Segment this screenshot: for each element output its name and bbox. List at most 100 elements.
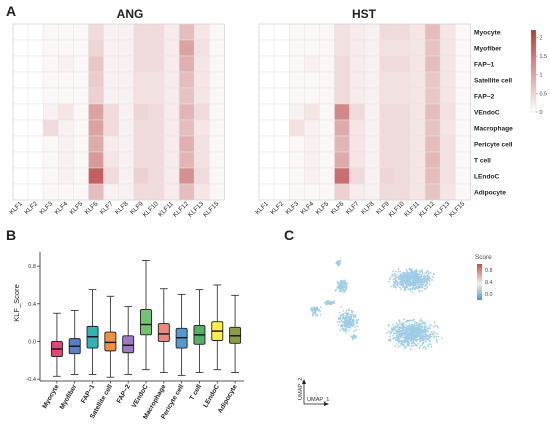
umap-point xyxy=(430,331,433,334)
heatmap-col-label: KLF13 xyxy=(433,200,452,219)
umap-point xyxy=(387,339,390,342)
heatmap-cell-vendoc-klf13 xyxy=(193,103,210,121)
umap-point xyxy=(393,272,396,275)
heatmap-cell-adipocyte-klf6 xyxy=(334,183,350,201)
umap-point xyxy=(429,272,432,274)
umap-point xyxy=(399,270,402,273)
heatmap-cell-fap-2-klf6 xyxy=(334,87,350,105)
heatmap-col-label: KLF10 xyxy=(142,200,161,219)
umap-point xyxy=(392,270,395,272)
heatmap-cell-macrophage-klf3 xyxy=(42,119,59,137)
heatmap-cell-lendoc-klf9 xyxy=(133,167,150,185)
umap-point xyxy=(432,336,435,339)
umap-point xyxy=(413,318,416,321)
heatmap-col-label: KLF8 xyxy=(114,200,130,216)
heatmap-cell-t-cell-klf1 xyxy=(12,151,29,169)
heatmap-cell-satellite-cell-klf8 xyxy=(118,71,135,89)
umap-point xyxy=(410,345,413,348)
umap-point xyxy=(416,336,419,338)
heatmap-cell-myocyte-klf10 xyxy=(394,23,411,41)
umap-point xyxy=(351,319,354,322)
heatmap-cell-satellite-cell-klf3 xyxy=(288,71,305,89)
heatmap-cell-macrophage-klf15 xyxy=(209,119,225,137)
heatmap-cell-fap-1-klf4 xyxy=(304,55,320,73)
umap-point xyxy=(413,342,416,345)
umap-point xyxy=(424,340,427,342)
umap-arrowhead-x xyxy=(324,402,329,406)
umap-point xyxy=(441,337,443,340)
umap-point xyxy=(418,347,421,350)
umap-point xyxy=(433,273,435,275)
umap-point xyxy=(414,287,417,289)
heatmap-cell-pericyte-cell-klf2 xyxy=(27,135,44,153)
umap-point xyxy=(396,343,398,345)
umap-point xyxy=(395,286,397,289)
heatmap-cell-satellite-cell-klf7 xyxy=(349,71,365,89)
umap-point xyxy=(344,325,347,327)
heatmap-cell-fap-2-klf7 xyxy=(103,87,119,105)
heatmap-cell-vendoc-klf11 xyxy=(163,103,180,121)
umap-point xyxy=(353,316,356,319)
umap-point xyxy=(409,280,412,282)
umap-point xyxy=(410,335,413,338)
heatmap-cell-pericyte-cell-klf5 xyxy=(319,135,335,153)
heatmap-cell-t-cell-klf1 xyxy=(258,151,275,169)
heatmap-cell-adipocyte-klf6 xyxy=(88,183,104,201)
umap-point xyxy=(412,341,415,344)
umap-point xyxy=(398,325,401,328)
heatmap-row-label: Satellite cell xyxy=(474,77,512,84)
umap-point xyxy=(398,320,401,323)
umap-point xyxy=(410,339,412,342)
umap-point xyxy=(318,308,320,311)
heatmap-cell-myofiber-klf9 xyxy=(133,39,150,57)
umap-point xyxy=(388,278,391,280)
heatmap-cell-pericyte-cell-klf8 xyxy=(118,135,135,153)
umap-point xyxy=(426,327,429,329)
heatmap-cell-adipocyte-klf11 xyxy=(409,183,426,201)
heatmap-cell-fap-1-klf12 xyxy=(424,55,441,73)
umap-legend-tick: 0.4 xyxy=(485,280,493,286)
umap-point xyxy=(354,325,357,328)
umap-point xyxy=(342,324,345,326)
umap-point xyxy=(338,263,341,266)
umap-point xyxy=(436,325,439,327)
umap-point xyxy=(406,337,409,339)
heatmap-cell-myofiber-klf11 xyxy=(409,39,426,57)
heatmap-cell-fap-2-klf3 xyxy=(42,87,59,105)
umap-point xyxy=(415,276,418,279)
umap-point xyxy=(342,314,345,317)
umap-xlabel: UMAP_1 xyxy=(307,397,329,403)
heatmap-cell-adipocyte-klf2 xyxy=(27,183,44,201)
umap-point xyxy=(410,329,413,332)
umap-point xyxy=(424,329,427,331)
umap-point xyxy=(401,344,404,347)
heatmap-row-label: LEndoC xyxy=(474,173,500,180)
heatmap-cell-satellite-cell-klf12 xyxy=(178,71,195,89)
heatmap-cell-fap-2-klf10 xyxy=(394,87,411,105)
umap-point xyxy=(387,325,390,327)
panel-letter-a: A xyxy=(6,3,16,19)
heatmap-cell-vendoc-klf5 xyxy=(73,103,89,121)
umap-point xyxy=(401,275,404,278)
umap-point xyxy=(338,286,340,288)
umap-point xyxy=(327,302,329,305)
umap-point xyxy=(401,329,403,332)
heatmap-cell-macrophage-klf6 xyxy=(334,119,350,137)
box-plot-ytick-label: 0.8 xyxy=(28,264,36,270)
umap-point xyxy=(338,284,341,287)
umap-point xyxy=(412,344,415,347)
umap-point xyxy=(393,281,396,284)
heatmap-row-label: Adipocyte xyxy=(474,189,506,196)
heatmap-cell-myocyte-klf6 xyxy=(334,23,350,41)
heatmap-cell-satellite-cell-klf4 xyxy=(304,71,320,89)
umap-point xyxy=(433,335,436,338)
umap-point xyxy=(423,274,426,276)
heatmap-cell-satellite-cell-klf2 xyxy=(273,71,290,89)
umap-point xyxy=(425,325,428,327)
umap-point xyxy=(419,337,422,340)
heatmap-cell-macrophage-klf7 xyxy=(349,119,365,137)
heatmap-cell-macrophage-klf10 xyxy=(148,119,165,137)
heatmap-cell-fap-2-klf13 xyxy=(439,87,456,105)
heatmap-cell-fap-1-klf13 xyxy=(439,55,456,73)
umap-point xyxy=(396,283,398,286)
